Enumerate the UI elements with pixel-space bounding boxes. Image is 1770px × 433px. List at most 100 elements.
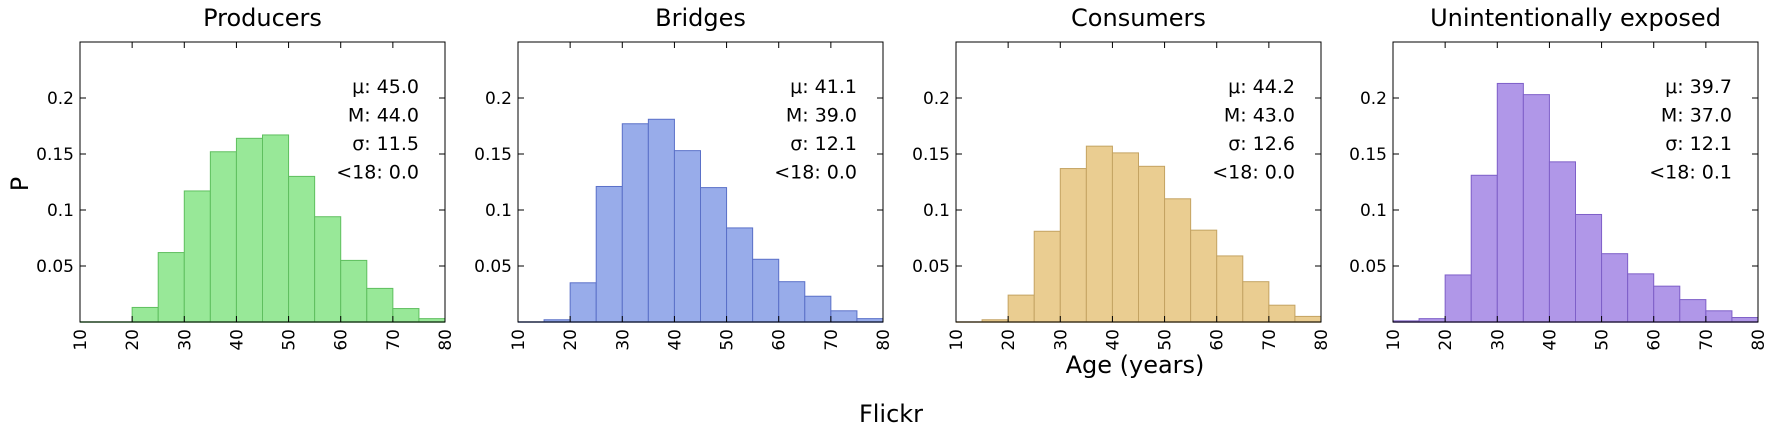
stats-annotation: σ: 12.1: [1665, 133, 1732, 155]
chart-panel-4: 0.05 0.1 0.15 0.2 10 20 30 40 50 60 70 80 Unintentio…: [1349, 4, 1769, 351]
x-tick-label: 10: [1384, 329, 1404, 351]
histogram-bar: [340, 259, 368, 323]
x-tick-label: 70: [822, 329, 842, 351]
x-tick-label: 60: [1208, 329, 1228, 351]
plot-frame: [517, 41, 884, 323]
panel-title: Unintentionally exposed: [1430, 4, 1721, 32]
y-tick-label: 0.15: [474, 145, 512, 165]
histogram-bar: [1522, 94, 1550, 323]
histogram-bar: [1705, 310, 1733, 323]
x-tick-label: 50: [718, 329, 738, 351]
histogram-bar: [314, 216, 342, 323]
histogram-bar: [157, 252, 185, 323]
x-tick-label: 80: [1312, 329, 1332, 351]
y-tick-label: 0.15: [912, 145, 950, 165]
stats-annotation: σ: 12.1: [790, 133, 857, 155]
x-tick-label: 30: [613, 329, 633, 351]
histogram-bar: [778, 281, 806, 323]
histogram-bar: [209, 151, 237, 323]
x-tick-label: 60: [770, 329, 790, 351]
x-tick-label: 50: [1156, 329, 1176, 351]
histogram-bar: [1033, 230, 1061, 323]
histogram-bar: [131, 306, 159, 323]
histogram-bar: [804, 295, 832, 323]
plot-frame: [955, 41, 1322, 323]
y-tick-label: 0.15: [36, 145, 74, 165]
histogram-bar: [366, 287, 394, 323]
panel-title: Consumers: [1071, 4, 1206, 32]
histogram-bar: [288, 175, 316, 323]
histogram-bar: [621, 123, 649, 323]
stats-annotation: <18: 0.0: [774, 162, 857, 184]
y-tick-label: 0.2: [1360, 89, 1387, 109]
histogram-bar: [1601, 253, 1629, 323]
histogram-bar: [830, 310, 858, 323]
chart-panel-2: 0.05 0.1 0.15 0.2 10 20 30 40 50 60 70 80 Bridges μ: …: [474, 4, 894, 351]
histogram-bar: [1059, 168, 1087, 323]
stats-annotation: M: 44.0: [348, 105, 419, 127]
stats-annotation: σ: 11.5: [352, 133, 419, 155]
x-tick-label: 10: [509, 329, 529, 351]
panel-title: Bridges: [655, 4, 746, 32]
histogram-bar: [1164, 198, 1192, 323]
histogram-bar: [726, 227, 754, 323]
stats-annotation: <18: 0.0: [336, 162, 419, 184]
histogram-bar: [1111, 152, 1140, 323]
figure-ylabel: P: [6, 177, 34, 191]
y-tick-label: 0.1: [485, 201, 512, 221]
histogram-bar: [235, 137, 264, 323]
histogram-bar: [392, 308, 420, 323]
histogram-bar: [1294, 315, 1322, 323]
y-tick-label: 0.1: [47, 201, 74, 221]
y-tick-label: 0.05: [474, 257, 512, 277]
stats-annotation: μ: 39.7: [1665, 76, 1732, 98]
histogram-bar: [673, 150, 702, 323]
x-tick-label: 30: [1051, 329, 1071, 351]
x-tick-label: 60: [332, 329, 352, 351]
histogram-bar: [1575, 213, 1603, 323]
x-tick-label: 40: [1540, 329, 1560, 351]
y-tick-label: 0.05: [912, 257, 950, 277]
histogram-bar: [1190, 229, 1218, 323]
x-tick-label: 30: [175, 329, 195, 351]
histogram-bar: [647, 118, 675, 323]
y-tick-label: 0.2: [923, 89, 950, 109]
x-tick-label: 20: [123, 329, 143, 351]
histogram-bar: [1085, 145, 1113, 323]
x-tick-label: 10: [71, 329, 91, 351]
figure-xlabel: Age (years): [1066, 351, 1205, 379]
y-tick-label: 0.05: [1349, 257, 1387, 277]
y-tick-label: 0.1: [1360, 201, 1387, 221]
histogram-bar: [1653, 285, 1681, 323]
histogram-bar: [569, 282, 597, 323]
y-tick-label: 0.2: [485, 89, 512, 109]
plot-frame: [79, 41, 446, 323]
x-tick-label: 80: [874, 329, 894, 351]
y-tick-label: 0.05: [36, 257, 74, 277]
histogram-bar: [183, 190, 211, 323]
stats-annotation: <18: 0.0: [1212, 162, 1295, 184]
y-tick-label: 0.1: [923, 201, 950, 221]
histogram-bar: [752, 258, 780, 323]
x-tick-label: 40: [227, 329, 247, 351]
x-tick-label: 20: [561, 329, 581, 351]
histogram-bar: [1268, 304, 1296, 323]
stats-annotation: M: 43.0: [1224, 105, 1295, 127]
x-tick-label: 80: [436, 329, 456, 351]
histogram-bar: [1216, 255, 1244, 323]
histogram-bar: [1496, 82, 1524, 323]
x-tick-label: 50: [1593, 329, 1613, 351]
stats-annotation: σ: 12.6: [1228, 133, 1295, 155]
histogram-bar: [1548, 161, 1577, 323]
x-tick-label: 70: [1260, 329, 1280, 351]
histogram-bar: [595, 185, 623, 323]
x-tick-label: 50: [280, 329, 300, 351]
x-tick-label: 40: [665, 329, 685, 351]
histogram-bar: [1007, 294, 1035, 323]
y-tick-label: 0.2: [47, 89, 74, 109]
stats-annotation: μ: 44.2: [1228, 76, 1295, 98]
x-tick-label: 60: [1645, 329, 1665, 351]
histogram-bar: [1242, 281, 1270, 323]
stats-annotation: μ: 45.0: [352, 76, 419, 98]
x-tick-label: 70: [384, 329, 404, 351]
